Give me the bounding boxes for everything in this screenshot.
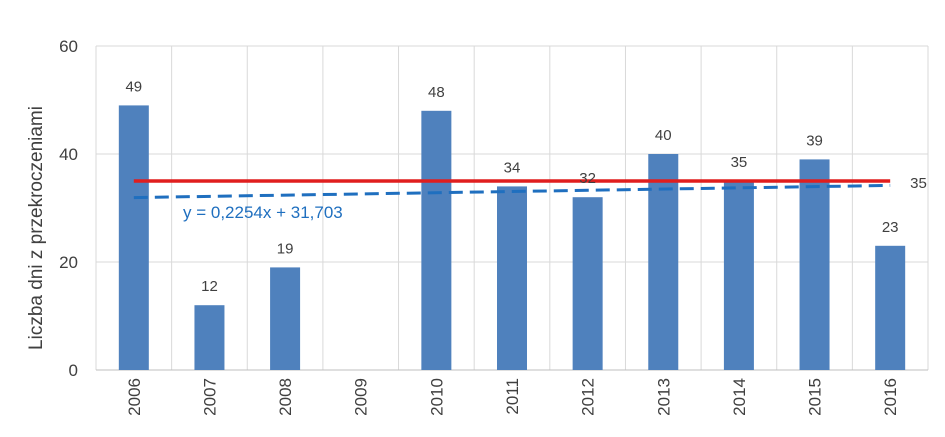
x-tick-label: 2010 <box>427 378 446 416</box>
bars <box>118 105 906 371</box>
y-tick-label: 60 <box>59 37 78 56</box>
bar <box>572 197 603 370</box>
bar <box>194 305 225 370</box>
bar <box>648 154 679 370</box>
bar <box>497 186 527 370</box>
overlay-lines <box>133 179 891 200</box>
x-tick-label: 2009 <box>352 378 371 416</box>
y-tick-label: 20 <box>59 253 78 272</box>
y-tick-label: 0 <box>69 361 78 380</box>
x-tick-label: 2016 <box>881 378 900 416</box>
x-tick-label: 2015 <box>806 378 825 416</box>
reference-line-label: 35 <box>910 175 927 192</box>
x-tick-label: 2012 <box>579 378 598 416</box>
bar <box>723 181 754 370</box>
trendline <box>133 183 891 200</box>
labels: 0 20 40 60 49 2006 12 2007 19 2008 2009 48 2010 34 201… <box>59 37 927 416</box>
bar <box>875 245 906 370</box>
bar <box>270 267 301 370</box>
data-label: 34 <box>504 159 521 176</box>
x-tick-label: 2011 <box>503 378 522 415</box>
data-label: 32 <box>579 170 596 187</box>
y-tick-label: 40 <box>59 145 78 164</box>
bar <box>799 159 830 370</box>
data-label: 49 <box>125 78 142 95</box>
trendline-equation: y = 0,2254x + 31,703 <box>183 203 343 222</box>
x-tick-label: 2013 <box>654 378 673 416</box>
x-tick-label: 2007 <box>200 378 219 416</box>
data-label: 35 <box>731 154 748 171</box>
data-label: 48 <box>428 84 445 101</box>
data-label: 39 <box>806 132 823 149</box>
data-label: 40 <box>655 127 672 144</box>
data-label: 19 <box>277 240 294 257</box>
bar <box>421 110 452 371</box>
x-tick-label: 2008 <box>276 378 295 416</box>
x-tick-label: 2006 <box>125 378 144 416</box>
data-label: 23 <box>882 219 899 236</box>
x-tick-label: 2014 <box>730 378 749 416</box>
y-axis-label: Liczba dni z przekroczeniami <box>26 106 47 350</box>
data-label: 12 <box>201 278 218 295</box>
bar <box>118 105 149 371</box>
